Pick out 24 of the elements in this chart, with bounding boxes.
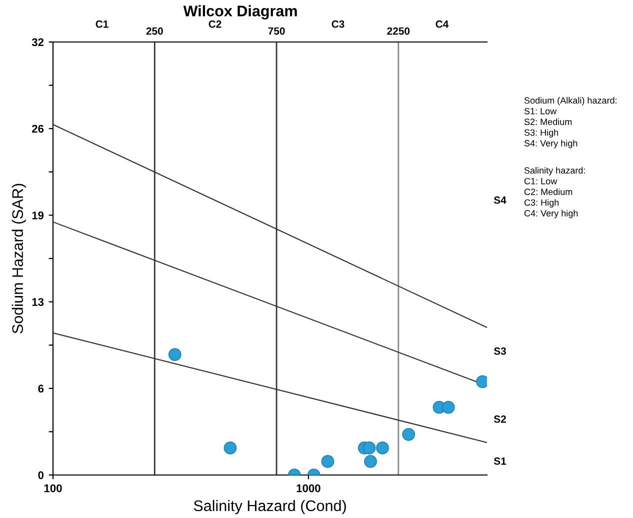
ref-line-label: 250 [146, 27, 163, 35]
y-tick-label: 0 [38, 471, 44, 480]
y-tick-label: 19 [32, 211, 44, 220]
y-axis-title: Sodium Hazard (SAR) [12, 184, 26, 334]
text: Sodium (Alkali) hazard: S1: Low S2: Medium S3: High S4: Very high [524, 97, 616, 148]
y-tick-label: 13 [32, 298, 44, 306]
text: S1 [494, 457, 506, 465]
text: C2 [208, 20, 222, 28]
text: S3 [494, 347, 506, 355]
y-tick-label: 32 [32, 38, 44, 46]
chart-title: Wilcox Diagram [183, 5, 297, 20]
text: S2 [494, 415, 506, 423]
x-tick-label: 100 [44, 484, 62, 492]
x-tick-label: 1000 [296, 484, 320, 492]
text: S4 [494, 196, 506, 204]
text: C1 [96, 20, 108, 28]
text: C3 [332, 20, 344, 28]
ref-line-label: 2250 [387, 27, 410, 35]
y-tick-label: 6 [38, 384, 44, 393]
ref-line-label: 750 [268, 27, 285, 35]
x-axis-title: Salinity Hazard (Cond) [194, 500, 346, 514]
text: Salinity hazard: C1: Low C2: Medium C3: High C4: Very high [524, 167, 585, 218]
text: C4 [436, 20, 449, 28]
y-tick-label: 26 [32, 124, 44, 133]
